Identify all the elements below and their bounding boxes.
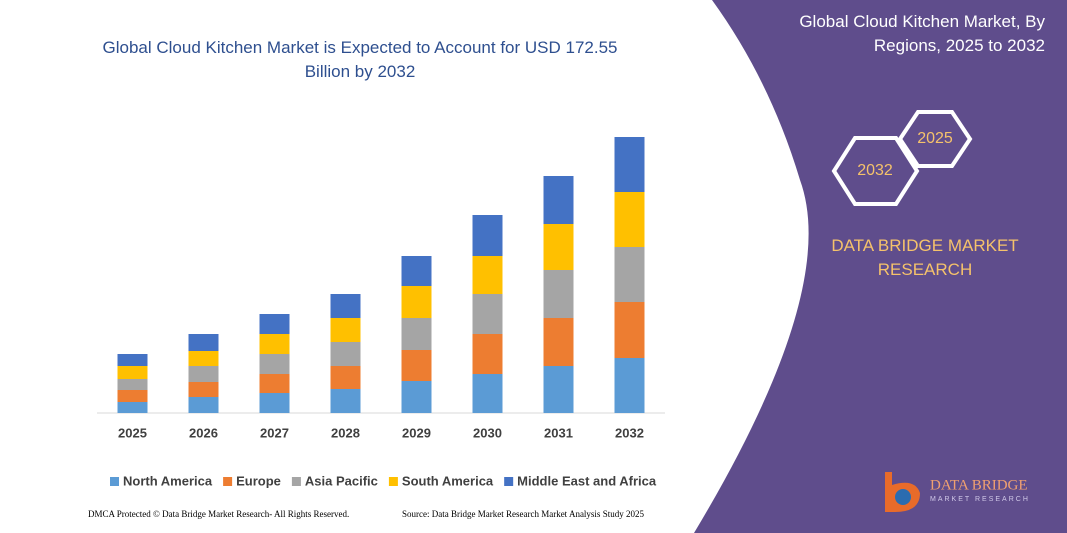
bar-segment [117,390,148,402]
bar-segment [543,366,574,413]
footer-right: Source: Data Bridge Market Research Mark… [402,509,644,519]
brand-box: DATA BRIDGE MARKET RESEARCH [831,236,1019,279]
x-tick-label: 2030 [473,425,502,440]
bar-segment [188,334,219,351]
bar-segment [259,334,290,354]
hexagon [897,110,973,168]
bar-segment [543,224,574,270]
logo-icon [895,489,911,505]
bar-segment [330,294,361,318]
hex-label: 2025 [917,130,953,147]
side-panel [694,0,1067,533]
bar-segment [330,342,361,366]
bar-segment [259,314,290,334]
hex-label: 2032 [857,162,893,179]
bar-segment [188,351,219,366]
chart-title: Global Cloud Kitchen Market is Expected … [102,38,618,81]
bar-segment [117,354,148,366]
hexagon [831,136,920,206]
bar-segment [188,366,219,382]
x-tick-label: 2025 [118,425,147,440]
legend-swatch [504,477,514,486]
legend-label: Middle East and Africa [517,473,657,488]
bar-segment [330,389,361,413]
panel-title: Global Cloud Kitchen Market, By Regions,… [799,12,1045,55]
bar-segment [401,256,432,286]
x-tick-label: 2032 [615,425,644,440]
bar-segment [401,318,432,350]
footer-left: DMCA Protected © Data Bridge Market Rese… [88,509,349,519]
bar-segment [614,302,645,358]
x-tick-label: 2031 [544,425,573,440]
bar-segment [472,215,503,256]
x-tick-label: 2029 [402,425,431,440]
bar-segment [330,318,361,342]
bar-segment [117,402,148,413]
bar-segment [472,256,503,294]
x-tick-label: 2027 [260,425,289,440]
bar-segment [401,381,432,413]
bar-segment [614,192,645,247]
logo-name: DATA BRIDGE [930,477,1028,493]
bar-segment [543,176,574,224]
bar-segment [259,354,290,374]
legend-swatch [223,477,233,486]
title-box: Global Cloud Kitchen Market is Expected … [102,38,618,81]
legend-swatch [291,477,301,486]
bar-segment [188,397,219,413]
bar-segment [614,358,645,413]
bar-segment [117,366,148,379]
bar-segment [330,366,361,389]
bar-segment [614,137,645,192]
bar-segment [472,294,503,334]
bar-segment [472,374,503,413]
bar-segment [543,270,574,318]
legend-label: South America [402,473,494,488]
bar-segment [259,393,290,413]
legend-swatch [388,477,398,486]
bar-segment [401,286,432,318]
bar-segment [401,350,432,381]
x-tick-label: 2028 [331,425,360,440]
legend-swatch [110,477,119,486]
bar-segment [614,247,645,302]
legend-label: North America [123,473,213,488]
bar-segment [543,318,574,366]
x-tick-label: 2026 [189,425,218,440]
legend-label: Europe [236,473,281,488]
bar-segment [117,379,148,390]
panel-title-box: Global Cloud Kitchen Market, By Regions,… [799,12,1045,55]
brand: DATA BRIDGE MARKET RESEARCH [831,236,1019,279]
legend-label: Asia Pacific [305,473,378,488]
bar-segment [259,374,290,393]
bar-segment [472,334,503,374]
logo-sub: MARKET RESEARCH [930,496,1030,503]
bar-segment [188,382,219,397]
